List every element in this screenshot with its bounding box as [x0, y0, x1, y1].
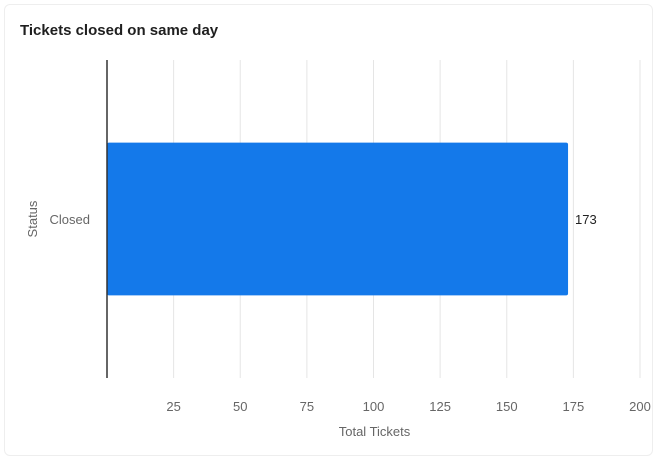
data-labels: 173 — [575, 212, 597, 227]
bar-value-label: 173 — [575, 212, 597, 227]
x-tick-labels: 25 50 75 100 125 150 175 200 — [166, 399, 650, 414]
x-axis-title: Total Tickets — [339, 424, 411, 439]
x-tick-label: 150 — [496, 399, 518, 414]
bars — [107, 142, 569, 296]
y-category-label: Closed — [50, 212, 90, 227]
x-tick-label: 25 — [166, 399, 180, 414]
x-tick-label: 125 — [429, 399, 451, 414]
bar-closed[interactable] — [107, 142, 569, 296]
chart-title: Tickets closed on same day — [20, 22, 219, 39]
y-axis-title: Status — [25, 200, 40, 237]
x-tick-label: 175 — [563, 399, 585, 414]
y-category-labels: Closed — [50, 212, 90, 227]
x-tick-label: 100 — [363, 399, 385, 414]
x-tick-label: 50 — [233, 399, 247, 414]
x-tick-label: 75 — [300, 399, 314, 414]
x-tick-label: 200 — [629, 399, 651, 414]
